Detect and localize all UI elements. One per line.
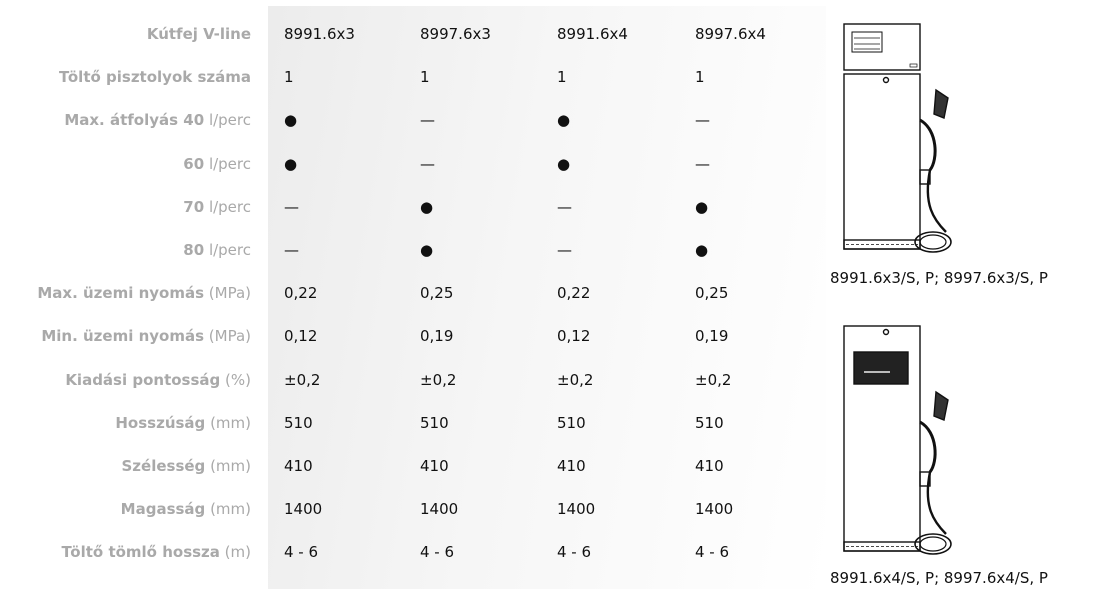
column-header: 8997.6x4 <box>695 25 766 43</box>
table-cell: — <box>420 154 435 173</box>
table-cell: 510 <box>557 413 586 432</box>
row-label-name: Töltő pisztolyok száma <box>59 68 251 87</box>
table-cell: 4 - 6 <box>557 543 592 562</box>
column-header: 8997.6x3 <box>420 25 491 43</box>
row-label-unit: l/perc <box>204 111 251 130</box>
table-cell: 1 <box>284 68 294 87</box>
table-cell: 1400 <box>420 500 459 519</box>
row-label-name: 80 <box>183 241 205 259</box>
row-label: 80 l/perc <box>0 232 251 268</box>
table-cell: ● <box>695 197 709 216</box>
row-label: Töltő pisztolyok száma <box>0 59 251 95</box>
table-cell: 410 <box>695 457 724 475</box>
table-cell: — <box>695 154 710 173</box>
row-label-unit: (mm) <box>205 457 251 475</box>
row-label: Min. üzemi nyomás (MPa) <box>0 318 251 354</box>
row-label-unit: (mm) <box>205 500 251 519</box>
row-label-name: Kiadási pontosság <box>65 370 221 389</box>
table-cell: 0,19 <box>420 327 454 346</box>
table-cell: ● <box>557 111 571 130</box>
table-cell: ±0,2 <box>695 370 732 389</box>
row-label-unit: (MPa) <box>204 284 251 303</box>
table-cell: 410 <box>284 457 313 475</box>
row-label: Max. üzemi nyomás (MPa) <box>0 275 251 311</box>
table-cell: ● <box>557 154 571 173</box>
table-background <box>268 6 826 589</box>
row-label: Magasság (mm) <box>0 491 251 527</box>
table-cell: 0,19 <box>695 327 729 346</box>
row-label-unit: l/perc <box>204 154 251 173</box>
row-label-name: Magasság <box>120 500 206 519</box>
table-cell: ±0,2 <box>420 370 457 389</box>
table-cell: ±0,2 <box>284 370 321 389</box>
row-label-name: 60 <box>183 154 205 173</box>
caption-bottom: 8991.6x4/S, P; 8997.6x4/S, P <box>830 569 1048 587</box>
dispenser-illustration-bottom <box>843 325 952 555</box>
table-cell: ● <box>420 197 434 216</box>
row-label-name: 70 <box>183 197 205 216</box>
table-cell: ● <box>284 154 298 173</box>
table-cell: 410 <box>420 457 449 475</box>
row-label-name: Hosszúság <box>115 413 206 432</box>
row-label-name: Kútfej V-line <box>146 25 251 43</box>
table-cell: 510 <box>695 413 724 432</box>
table-cell: 1400 <box>695 500 734 519</box>
table-cell: 0,22 <box>284 284 318 303</box>
table-cell: ±0,2 <box>557 370 594 389</box>
table-cell: — <box>695 111 710 130</box>
table-cell: 510 <box>420 413 449 432</box>
table-cell: — <box>557 241 572 259</box>
table-cell: 1400 <box>284 500 323 519</box>
table-cell: — <box>284 197 299 216</box>
dispenser-illustration-top <box>843 23 952 253</box>
row-label: Szélesség (mm) <box>0 448 252 484</box>
row-label: Töltő tömlő hossza (m) <box>0 534 251 570</box>
table-cell: 510 <box>284 413 313 432</box>
column-header: 8991.6x3 <box>284 25 355 43</box>
row-label-unit: (mm) <box>205 413 251 432</box>
row-label-unit: l/perc <box>204 241 251 259</box>
table-cell: 0,12 <box>557 327 591 346</box>
row-label: Max. átfolyás 40 l/perc <box>0 102 251 138</box>
table-cell: 1 <box>557 68 567 87</box>
column-header: 8991.6x4 <box>557 25 628 43</box>
table-cell: 4 - 6 <box>284 543 319 562</box>
row-label-unit: (m) <box>219 543 251 562</box>
row-label-name: Szélesség <box>121 457 206 475</box>
table-cell: 0,25 <box>695 284 729 303</box>
row-label-name: Max. üzemi nyomás <box>37 284 205 303</box>
row-label-unit: l/perc <box>204 197 251 216</box>
row-label-name: Max. átfolyás 40 <box>64 111 205 130</box>
row-label: 70 l/perc <box>0 189 251 225</box>
table-cell: 1 <box>695 68 705 87</box>
row-label-unit: (%) <box>220 370 251 389</box>
table-cell: 0,12 <box>284 327 318 346</box>
table-cell: 4 - 6 <box>695 543 730 562</box>
table-cell: 4 - 6 <box>420 543 455 562</box>
row-label-unit: (MPa) <box>204 327 251 346</box>
table-cell: 0,22 <box>557 284 591 303</box>
row-label: Hosszúság (mm) <box>0 405 251 441</box>
table-cell: 1400 <box>557 500 596 519</box>
row-label-name: Min. üzemi nyomás <box>41 327 205 346</box>
table-cell: ● <box>420 241 434 259</box>
row-label: Kútfej V-line <box>0 16 251 52</box>
table-cell: ● <box>695 241 709 259</box>
row-label: Kiadási pontosság (%) <box>0 362 251 398</box>
row-label-name: Töltő tömlő hossza <box>61 543 220 562</box>
table-cell: 0,25 <box>420 284 454 303</box>
caption-top: 8991.6x3/S, P; 8997.6x3/S, P <box>830 269 1048 287</box>
table-cell: 1 <box>420 68 430 87</box>
table-cell: — <box>557 197 572 216</box>
table-cell: — <box>284 241 299 259</box>
table-cell: 410 <box>557 457 586 475</box>
row-label: 60 l/perc <box>0 146 251 182</box>
table-cell: — <box>420 111 435 130</box>
table-cell: ● <box>284 111 298 130</box>
